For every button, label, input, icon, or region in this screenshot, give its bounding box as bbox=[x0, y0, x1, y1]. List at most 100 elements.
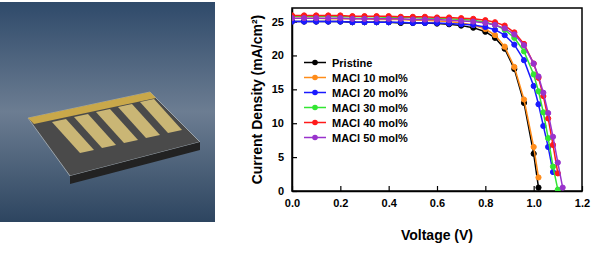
legend-item: MACl 50 mol% bbox=[304, 132, 408, 144]
marker bbox=[483, 20, 488, 25]
marker bbox=[314, 16, 319, 21]
marker bbox=[362, 16, 367, 21]
legend-marker bbox=[312, 120, 318, 126]
tick: 5 bbox=[278, 151, 297, 163]
marker bbox=[492, 33, 497, 38]
plot-area bbox=[292, 13, 565, 191]
tick-label: 0.4 bbox=[382, 197, 398, 209]
marker bbox=[560, 185, 565, 190]
tick: 0.2 bbox=[333, 186, 348, 209]
tick-label: 0 bbox=[278, 185, 284, 197]
marker bbox=[471, 19, 476, 24]
y-axis-title: Current Density (mA/cm²) bbox=[249, 15, 265, 185]
marker bbox=[422, 18, 427, 23]
marker bbox=[292, 16, 295, 21]
tick: 10 bbox=[272, 117, 297, 129]
legend-label: MACl 40 mol% bbox=[332, 117, 408, 129]
legend-label: Pristine bbox=[332, 57, 372, 69]
x-axis-title: Voltage (V) bbox=[401, 227, 473, 243]
marker bbox=[531, 61, 536, 66]
legend-item: MACl 10 mol% bbox=[304, 72, 408, 84]
legend-marker bbox=[312, 60, 318, 66]
marker bbox=[536, 175, 541, 180]
tick: 20 bbox=[272, 49, 297, 61]
legend-item: MACl 30 mol% bbox=[304, 102, 408, 114]
chart: 0.0 0.2 0.4 0.6 0.8 1.0 1.2 0 5 10 15 20 25 Voltage (… bbox=[249, 8, 590, 243]
marker bbox=[546, 110, 551, 115]
canvas: 0.0 0.2 0.4 0.6 0.8 1.0 1.2 0 5 10 15 20 25 Voltage (… bbox=[0, 0, 600, 254]
marker bbox=[410, 18, 415, 23]
series bbox=[292, 13, 560, 176]
legend-marker bbox=[312, 75, 318, 81]
marker bbox=[374, 17, 379, 22]
tick-label: 0.0 bbox=[285, 197, 300, 209]
marker bbox=[492, 22, 497, 27]
legend: Pristine MACl 10 mol% MACl 20 mol% MACl 30 … bbox=[304, 57, 408, 144]
x-axis: 0.0 0.2 0.4 0.6 0.8 1.0 1.2 bbox=[285, 186, 590, 209]
legend-label: MACl 50 mol% bbox=[332, 132, 408, 144]
marker bbox=[386, 17, 391, 22]
marker bbox=[541, 90, 546, 95]
marker bbox=[350, 16, 355, 21]
marker bbox=[434, 17, 439, 22]
marker bbox=[292, 16, 295, 21]
marker bbox=[374, 16, 379, 21]
tick-label: 10 bbox=[272, 117, 284, 129]
marker bbox=[531, 83, 536, 88]
marker bbox=[550, 134, 555, 139]
series-line bbox=[292, 16, 558, 190]
legend-item: MACl 40 mol% bbox=[304, 117, 408, 129]
series bbox=[292, 16, 541, 180]
marker bbox=[386, 16, 391, 21]
tick: 15 bbox=[272, 83, 297, 95]
marker bbox=[512, 32, 517, 37]
y-axis: 0 5 10 15 20 25 bbox=[272, 9, 297, 198]
series-line bbox=[292, 22, 539, 188]
tick: 1.0 bbox=[527, 186, 542, 209]
marker bbox=[512, 42, 517, 47]
marker bbox=[301, 16, 306, 21]
series bbox=[292, 19, 541, 190]
marker bbox=[531, 144, 536, 149]
marker bbox=[531, 61, 536, 66]
marker bbox=[398, 16, 403, 21]
marker bbox=[521, 43, 526, 48]
legend-label: MACl 10 mol% bbox=[332, 72, 408, 84]
marker bbox=[536, 185, 541, 190]
marker bbox=[350, 16, 355, 21]
legend-label: MACl 20 mol% bbox=[332, 87, 408, 99]
tick-label: 15 bbox=[272, 83, 284, 95]
marker bbox=[410, 17, 415, 22]
tick-label: 0.2 bbox=[333, 197, 348, 209]
photo-background bbox=[0, 2, 215, 222]
marker bbox=[502, 33, 507, 38]
tick-label: 0.8 bbox=[478, 197, 493, 209]
device-glass bbox=[28, 92, 200, 176]
device-electrode bbox=[140, 99, 182, 133]
marker bbox=[521, 58, 526, 63]
marker bbox=[338, 16, 343, 21]
legend-marker bbox=[312, 105, 318, 111]
marker bbox=[521, 97, 526, 102]
tick-label: 25 bbox=[272, 16, 284, 28]
marker bbox=[483, 20, 488, 25]
tick: 25 bbox=[272, 16, 297, 28]
tick-label: 1.2 bbox=[575, 197, 590, 209]
plot-frame bbox=[292, 8, 582, 191]
marker bbox=[502, 26, 507, 31]
tick: 0.4 bbox=[382, 186, 398, 209]
marker bbox=[459, 18, 464, 23]
tick-label: 1.0 bbox=[527, 197, 542, 209]
tick: 0.6 bbox=[430, 186, 445, 209]
marker bbox=[492, 22, 497, 27]
tick-label: 0.6 bbox=[430, 197, 445, 209]
series bbox=[292, 19, 556, 175]
legend-item: Pristine bbox=[304, 57, 372, 69]
photo bbox=[0, 2, 215, 222]
tick-label: 5 bbox=[278, 151, 284, 163]
legend-marker bbox=[312, 90, 318, 96]
marker bbox=[550, 164, 555, 169]
marker bbox=[446, 18, 451, 23]
series-line bbox=[292, 22, 553, 172]
marker bbox=[301, 16, 306, 21]
